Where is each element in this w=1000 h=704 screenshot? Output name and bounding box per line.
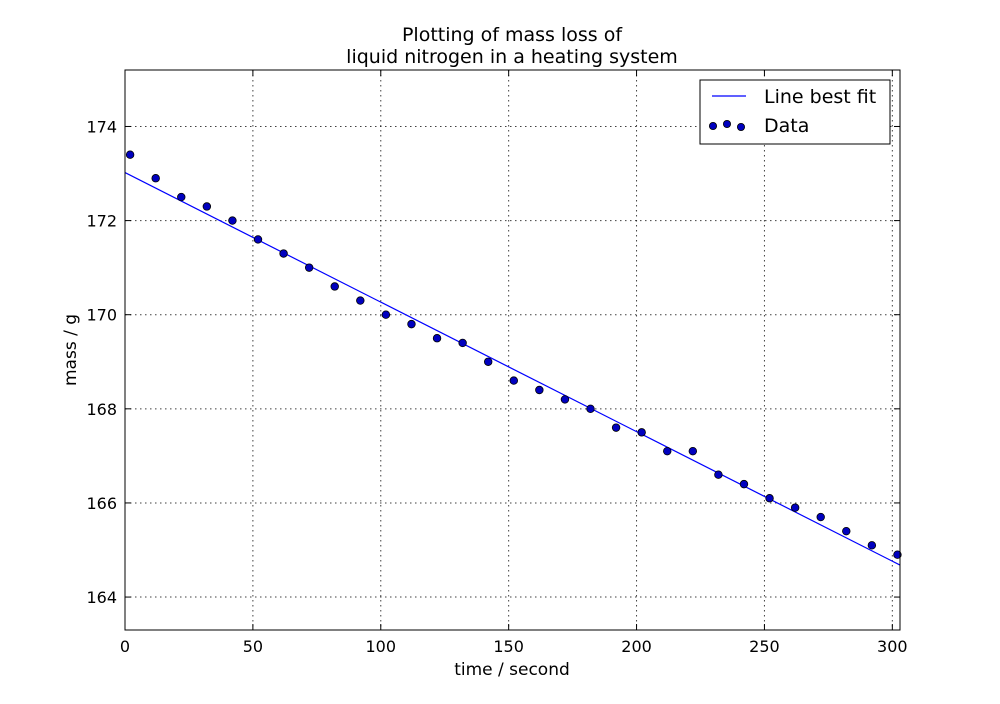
data-point (535, 385, 544, 395)
data-point (304, 263, 314, 272)
y-tick-label: 166 (86, 494, 117, 513)
y-tick-label: 170 (86, 306, 117, 325)
x-tick-label: 100 (366, 637, 397, 656)
data-point (586, 404, 595, 414)
data-point (663, 446, 672, 456)
data-point (458, 338, 467, 348)
x-tick-label: 250 (749, 637, 780, 656)
data-point (509, 376, 518, 385)
data-point (867, 541, 877, 550)
series-layer (124, 150, 902, 566)
x-tick-label: 300 (877, 637, 908, 656)
data-point (202, 202, 212, 211)
y-tick-label: 172 (86, 212, 117, 231)
legend-marker-2 (723, 120, 732, 129)
best-fit-line (124, 172, 901, 566)
data-point (739, 479, 749, 489)
data-point (893, 550, 902, 559)
legend-label-line-best-fit: Line best fit (764, 86, 876, 108)
x-tick-label: 200 (621, 637, 652, 656)
legend-box (699, 79, 891, 145)
y-tick-label: 168 (86, 400, 117, 419)
data-point (765, 494, 774, 503)
data-point (279, 249, 288, 258)
data-point (330, 282, 339, 291)
data-point (688, 446, 698, 456)
data-point (177, 192, 186, 202)
data-point (714, 470, 723, 479)
data-point (432, 334, 442, 343)
legend: Line best fit Data (699, 79, 891, 145)
data-point (125, 150, 135, 159)
ticks-layer: 0 50 100 150 200 250 300 164 166 168 170 172 174 (86, 70, 908, 656)
x-tick-label: 50 (243, 637, 263, 656)
data-point (407, 319, 416, 329)
y-axis-label: mass / g (61, 314, 81, 386)
x-tick-label: 150 (493, 637, 524, 656)
grid-layer (125, 70, 900, 630)
chart-title-line-2: liquid nitrogen in a heating system (346, 46, 678, 68)
chart-title-line-1: Plotting of mass loss of (402, 24, 623, 46)
data-point (228, 216, 237, 225)
legend-marker-3 (737, 123, 746, 132)
y-tick-label: 174 (86, 117, 117, 136)
data-point (816, 512, 825, 522)
y-tick-label: 164 (86, 588, 117, 607)
data-point (611, 423, 621, 432)
data-point (356, 296, 365, 305)
data-point (484, 357, 493, 366)
data-point (381, 310, 391, 319)
data-point (151, 174, 160, 183)
x-tick-label: 0 (120, 637, 130, 656)
data-point (253, 235, 263, 244)
legend-label-data: Data (764, 115, 809, 137)
data-point (637, 428, 646, 437)
legend-marker-1 (709, 122, 718, 131)
data-point (842, 526, 851, 536)
plot-frame (124, 69, 901, 631)
data-point (560, 395, 570, 404)
x-axis-label: time / second (454, 660, 570, 680)
data-point (790, 503, 800, 512)
